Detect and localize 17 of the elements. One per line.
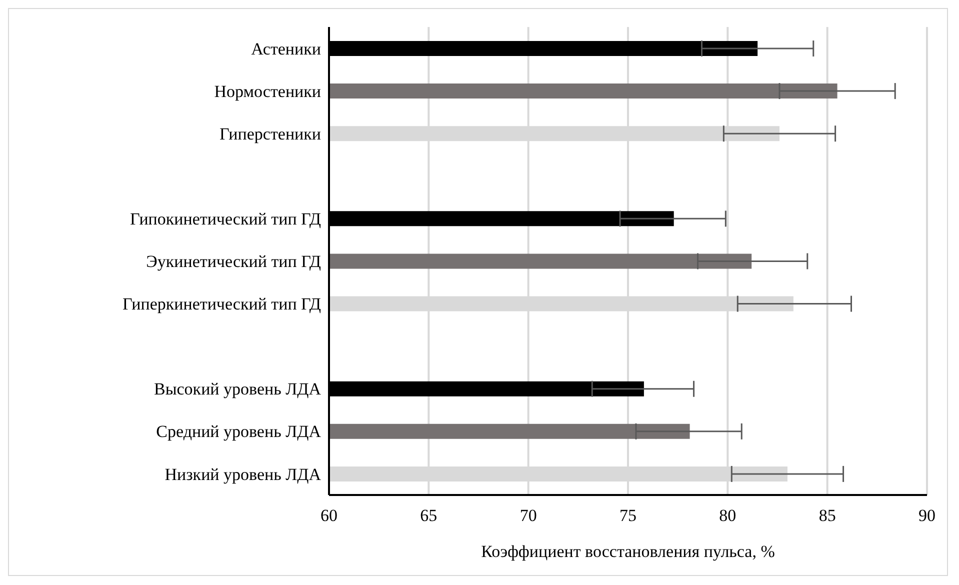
x-tick-label: 75: [620, 506, 636, 526]
x-tick-label: 85: [818, 506, 836, 526]
y-tick-label: Нормостеники: [214, 82, 321, 101]
y-tick-label: Астеники: [251, 39, 321, 58]
y-tick-label: Средний уровень ЛДА: [156, 422, 322, 442]
y-tick-label: Низкий уровень ЛДА: [164, 464, 322, 484]
x-tick-label: 65: [420, 506, 438, 526]
y-tick-label: Эукинетический тип ГД: [146, 252, 322, 272]
y-tick-label: Гиперстеники: [220, 124, 321, 144]
y-tick-label: Гиперкинетический тип ГД: [122, 294, 322, 314]
x-tick-label: 60: [320, 506, 338, 526]
x-tick-label: 90: [918, 506, 936, 526]
y-tick-label: Высокий уровень ЛДА: [154, 380, 322, 399]
x-tick-label: 80: [719, 506, 736, 526]
x-tick-label: 70: [520, 506, 537, 526]
x-axis-title: Коэффициент восстановления пульса, %: [481, 542, 775, 561]
y-tick-label: Гипокинетический тип ГД: [130, 209, 322, 228]
